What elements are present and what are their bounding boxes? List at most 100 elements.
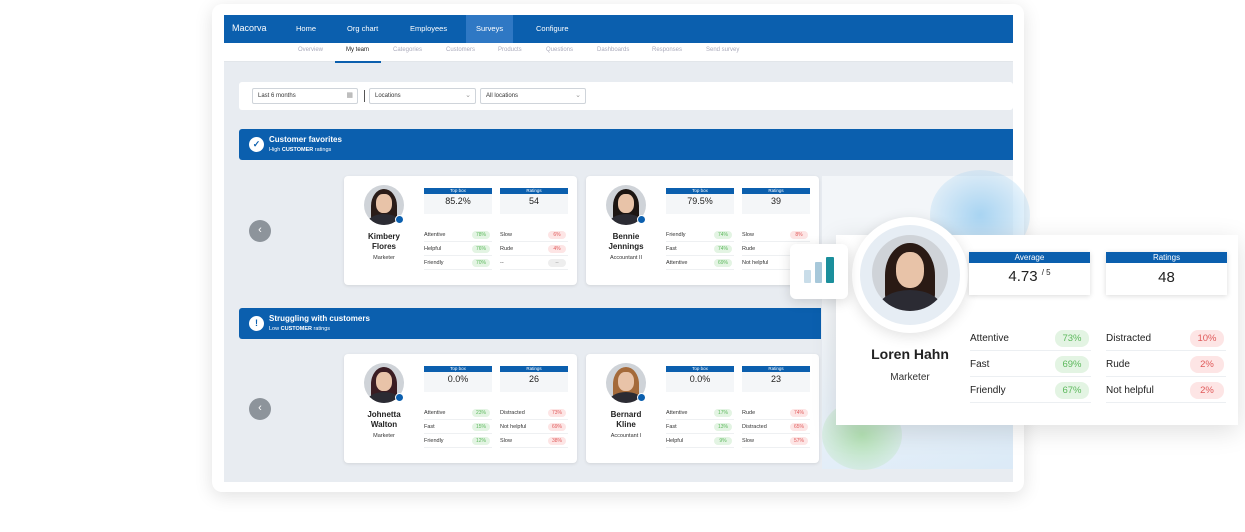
avatar-face — [376, 372, 392, 391]
metric-label: Attentive — [424, 232, 446, 238]
carousel-prev[interactable]: ‹ — [249, 398, 271, 420]
employee-card[interactable]: Bennie Jennings Accountant II Top box 79.5%… — [586, 176, 819, 285]
metric-value: 73% — [548, 409, 566, 417]
section-subtitle: High CUSTOMER ratings — [269, 147, 331, 153]
avatar-badge — [637, 215, 646, 224]
metric-label: Rude — [500, 246, 514, 252]
nav-item[interactable]: Configure — [536, 24, 569, 33]
employee-card[interactable]: Johnetta Walton Marketer Top box 0.0% Rating… — [344, 354, 577, 463]
nav-item[interactable]: Org chart — [347, 24, 379, 33]
avatar-body — [609, 392, 643, 403]
metric-label: Not helpful — [500, 424, 527, 430]
stat-value: 26 — [500, 372, 568, 392]
subnav-item[interactable]: Overview — [298, 47, 324, 53]
profile-metric-label: Rude — [1106, 359, 1130, 370]
metric-label: Helpful — [424, 246, 442, 252]
subtitle-bold: CUSTOMER — [281, 147, 314, 153]
filter-caret: ⌄ — [465, 92, 471, 99]
profile-metric-divider — [1106, 350, 1226, 351]
metric-value: 38% — [548, 437, 566, 445]
stat-header: Top box — [424, 366, 492, 372]
metric-value: 78% — [472, 231, 490, 239]
metric-value: 17% — [714, 409, 732, 417]
metric-label: Helpful — [666, 438, 684, 444]
filter-input[interactable]: All locations ⌄ — [480, 88, 586, 104]
metric-divider — [742, 447, 810, 448]
metric-value: 74% — [714, 231, 732, 239]
avatar-body — [367, 392, 401, 403]
metric-divider — [424, 241, 492, 242]
subnav-item[interactable]: Categories — [393, 47, 423, 53]
avatar-badge — [395, 393, 404, 402]
metric-label: Fast — [666, 424, 677, 430]
subnav-item[interactable]: Responses — [652, 47, 683, 53]
average-suffix: / 5 — [1041, 268, 1051, 277]
profile-role: Marketer — [890, 372, 930, 383]
stat-header: Top box — [666, 188, 734, 194]
employee-card[interactable]: Bernard Kline Accountant I Top box 0.0% Rati… — [586, 354, 819, 463]
name-block: Bennie Jennings Accountant II — [586, 232, 666, 261]
metric-divider — [666, 269, 734, 270]
subnav-item[interactable]: Customers — [446, 47, 476, 53]
metric-label: Fast — [424, 424, 435, 430]
section-subtitle: Low CUSTOMER ratings — [269, 326, 330, 332]
metric-value: 12% — [472, 437, 490, 445]
brand: Macorva — [232, 23, 267, 33]
metric-value: 13% — [714, 423, 732, 431]
metric-divider — [742, 433, 810, 434]
nav-item[interactable]: Employees — [410, 24, 448, 33]
profile-metric-divider — [1106, 402, 1226, 403]
employee-name: Bernard Kline — [610, 410, 642, 429]
filter-input[interactable]: Locations ⌄ — [369, 88, 476, 104]
filter-bar — [239, 82, 1013, 110]
metric-divider — [666, 447, 734, 448]
metric-divider — [666, 241, 734, 242]
subnav-underline — [335, 61, 381, 63]
subnav-item[interactable]: Dashboards — [597, 47, 630, 53]
profile-stat-header: Ratings — [1106, 252, 1227, 263]
section-title: Struggling with customers — [269, 314, 370, 323]
subnav-item[interactable]: Questions — [546, 47, 574, 53]
metric-divider — [742, 255, 810, 256]
carousel-prev[interactable]: ‹ — [249, 220, 271, 242]
metric-value: 23% — [472, 409, 490, 417]
stat-value: 39 — [742, 194, 810, 214]
metric-label: Friendly — [424, 438, 444, 444]
stat-value: 0.0% — [666, 372, 734, 392]
metric-divider — [424, 269, 492, 270]
stat-value: 54 — [500, 194, 568, 214]
filter-input[interactable]: Last 6 months ▦ — [252, 88, 358, 104]
avatar-face — [895, 252, 925, 289]
subnav-item[interactable]: My team — [346, 47, 370, 53]
profile-metric-divider — [1106, 376, 1226, 377]
employee-role: Marketer — [373, 433, 395, 439]
stat-value: 0.0% — [424, 372, 492, 392]
avatar — [606, 363, 646, 403]
subnav-item[interactable]: Products — [498, 47, 522, 53]
employee-card[interactable]: Kimbery Flores Marketer Top box 85.2% Rating… — [344, 176, 577, 285]
stat-header: Ratings — [742, 366, 810, 372]
avatar — [872, 235, 948, 311]
nav-item[interactable]: Home — [296, 24, 317, 33]
metric-value: 4% — [548, 245, 566, 253]
profile-metric-value: 69% — [1055, 356, 1089, 373]
subnav-item[interactable]: Send survey — [706, 47, 740, 53]
avatar-body — [367, 214, 401, 225]
metric-value: 6% — [548, 231, 566, 239]
name-block: Johnetta Walton Marketer — [344, 410, 424, 439]
profile-ratings: 48 — [1158, 269, 1175, 286]
nav-item[interactable]: Surveys — [466, 15, 514, 43]
section-banner — [239, 308, 821, 339]
avatar-body — [609, 214, 643, 225]
chart-icon-bar — [804, 270, 811, 283]
metric-value: 74% — [790, 409, 808, 417]
metric-divider — [500, 269, 568, 270]
profile-metric-divider — [970, 402, 1091, 403]
stat-header: Ratings — [500, 188, 568, 194]
profile-metric-divider — [970, 376, 1091, 377]
metric-value: 57% — [790, 437, 808, 445]
filter-text: All locations — [486, 93, 519, 99]
employee-name: Kimbery Flores — [367, 232, 400, 251]
stat-value: 79.5% — [666, 194, 734, 214]
avatar-face — [376, 194, 392, 213]
